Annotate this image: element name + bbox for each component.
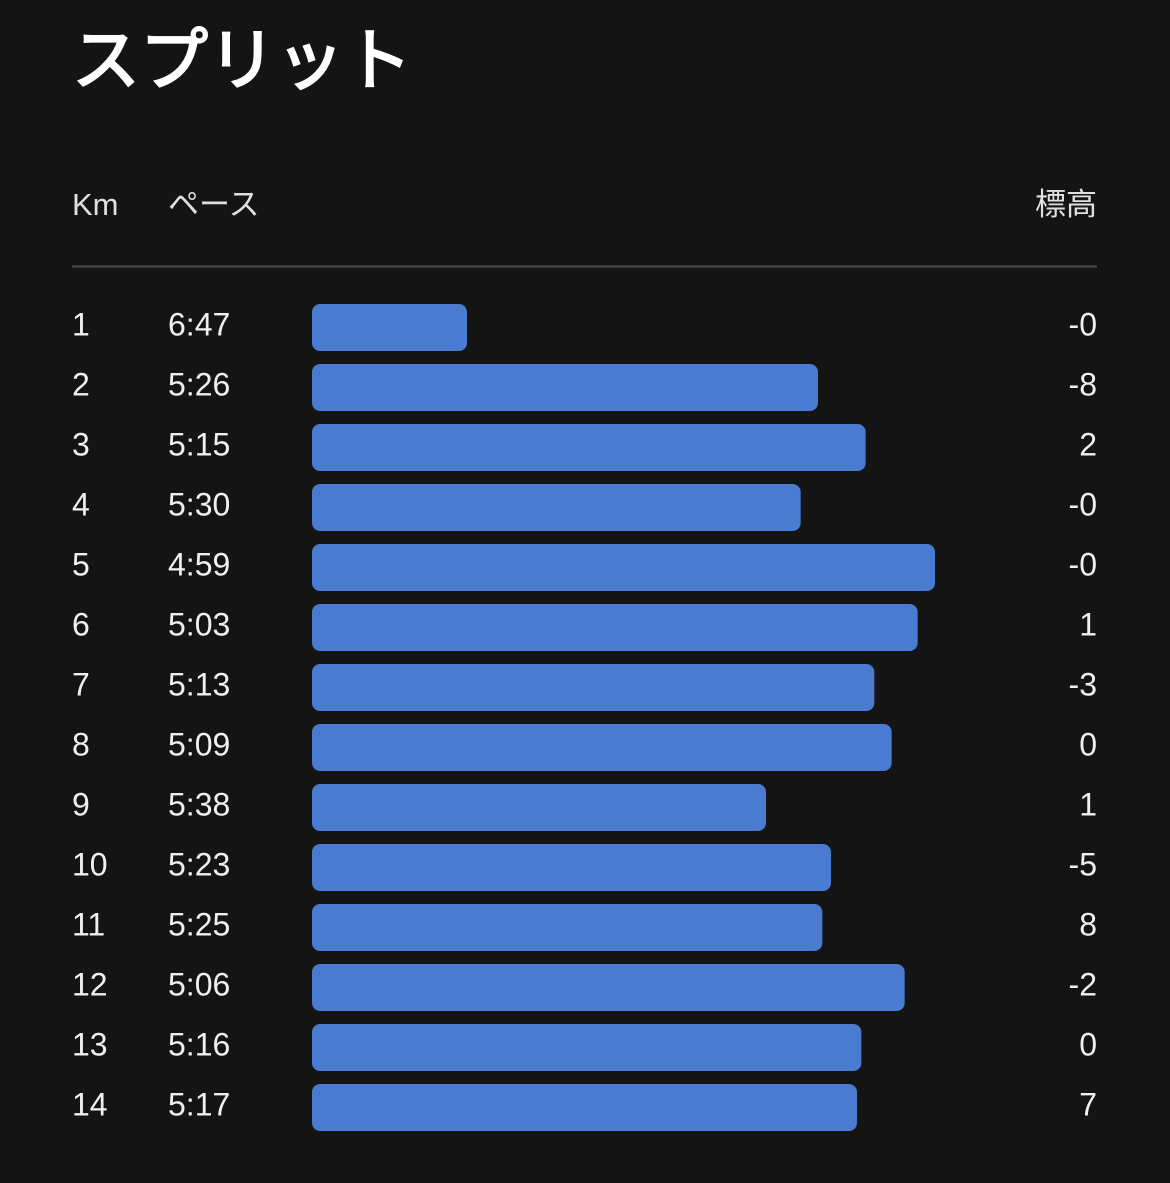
pace: 6:47 — [168, 306, 230, 342]
column-header: Km — [72, 187, 119, 222]
pace: 5:38 — [168, 786, 230, 822]
elevation: -0 — [1069, 546, 1097, 582]
pace-bar — [312, 724, 892, 771]
elevation: -5 — [1069, 846, 1097, 882]
km: 13 — [72, 1026, 108, 1062]
pace: 5:25 — [168, 906, 230, 942]
km: 10 — [72, 846, 108, 882]
km: 1 — [72, 306, 90, 342]
km: 2 — [72, 366, 90, 402]
km: 4 — [72, 486, 90, 522]
pace-bar — [312, 424, 866, 471]
elevation: -0 — [1069, 306, 1097, 342]
km: 7 — [72, 666, 90, 702]
elevation: -0 — [1069, 486, 1097, 522]
elevation: -2 — [1069, 966, 1097, 1002]
elevation: 2 — [1079, 426, 1097, 462]
column-header: 標高 — [1035, 187, 1097, 222]
pace: 5:09 — [168, 726, 230, 762]
elevation: 1 — [1079, 606, 1097, 642]
pace: 5:17 — [168, 1086, 230, 1122]
elevation: 1 — [1079, 786, 1097, 822]
pace: 5:30 — [168, 486, 230, 522]
pace: 5:06 — [168, 966, 230, 1002]
elevation: 8 — [1079, 906, 1097, 942]
km: 6 — [72, 606, 90, 642]
pace: 5:26 — [168, 366, 230, 402]
pace: 4:59 — [168, 546, 230, 582]
km: 8 — [72, 726, 90, 762]
km: 3 — [72, 426, 90, 462]
pace-bar — [312, 904, 823, 951]
pace-bar — [312, 304, 467, 351]
pace-bar — [312, 784, 766, 831]
pace-bar — [312, 1084, 857, 1131]
elevation: -3 — [1069, 666, 1097, 702]
km: 12 — [72, 966, 108, 1002]
pace-bar — [312, 844, 831, 891]
elevation: -8 — [1069, 366, 1097, 402]
pace-bar — [312, 664, 875, 711]
pace-bar — [312, 484, 801, 531]
pace: 5:15 — [168, 426, 230, 462]
pace: 5:03 — [168, 606, 230, 642]
pace: 5:13 — [168, 666, 230, 702]
elevation: 7 — [1079, 1086, 1097, 1122]
elevation: 0 — [1079, 1026, 1097, 1062]
column-header: ペース — [168, 187, 259, 222]
pace-bar — [312, 604, 918, 651]
elevation: 0 — [1079, 726, 1097, 762]
pace-bar — [312, 1024, 862, 1071]
pace-bar — [312, 544, 935, 591]
pace: 5:16 — [168, 1026, 230, 1062]
pace-bar — [312, 364, 818, 411]
pace: 5:23 — [168, 846, 230, 882]
km: 5 — [72, 546, 90, 582]
km: 11 — [72, 906, 105, 942]
title: スプリット — [72, 23, 412, 99]
km: 9 — [72, 786, 90, 822]
km: 14 — [72, 1086, 108, 1122]
pace-bar — [312, 964, 905, 1011]
